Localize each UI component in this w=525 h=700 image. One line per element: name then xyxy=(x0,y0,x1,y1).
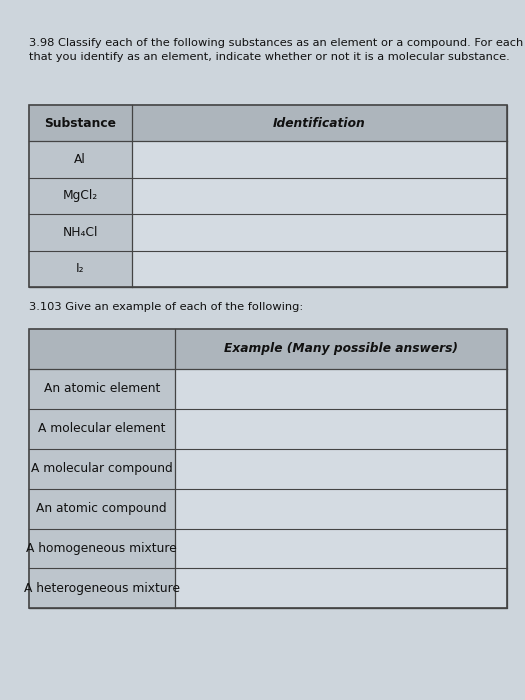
Text: Identification: Identification xyxy=(272,117,365,130)
Bar xyxy=(29,214,132,251)
Text: An atomic element: An atomic element xyxy=(44,382,160,396)
Bar xyxy=(29,105,132,141)
Bar xyxy=(29,178,132,214)
Bar xyxy=(29,489,175,528)
Text: A homogeneous mixture: A homogeneous mixture xyxy=(26,542,177,555)
Bar xyxy=(29,329,507,369)
Text: Substance: Substance xyxy=(44,117,116,130)
Bar xyxy=(29,409,175,449)
Bar xyxy=(29,568,175,608)
Text: Example (Many possible answers): Example (Many possible answers) xyxy=(224,342,458,356)
Bar xyxy=(29,251,132,287)
Bar xyxy=(29,528,175,568)
Text: NH₄Cl: NH₄Cl xyxy=(62,226,98,239)
Text: A heterogeneous mixture: A heterogeneous mixture xyxy=(24,582,180,595)
Text: A molecular element: A molecular element xyxy=(38,422,165,435)
Text: 3.103 Give an example of each of the following:: 3.103 Give an example of each of the fol… xyxy=(29,302,303,312)
Text: An atomic compound: An atomic compound xyxy=(36,502,167,515)
Bar xyxy=(29,329,507,608)
Bar xyxy=(29,105,507,287)
Text: 3.98 Classify each of the following substances as an element or a compound. For : 3.98 Classify each of the following subs… xyxy=(29,38,525,62)
Bar xyxy=(29,105,507,141)
Bar xyxy=(29,449,175,489)
Bar xyxy=(29,141,132,178)
Bar xyxy=(29,329,175,369)
Bar xyxy=(29,329,507,608)
Bar xyxy=(29,369,175,409)
Text: A molecular compound: A molecular compound xyxy=(31,462,173,475)
Bar xyxy=(29,105,507,287)
Text: MgCl₂: MgCl₂ xyxy=(62,190,98,202)
Text: I₂: I₂ xyxy=(76,262,85,275)
Text: Al: Al xyxy=(75,153,86,166)
